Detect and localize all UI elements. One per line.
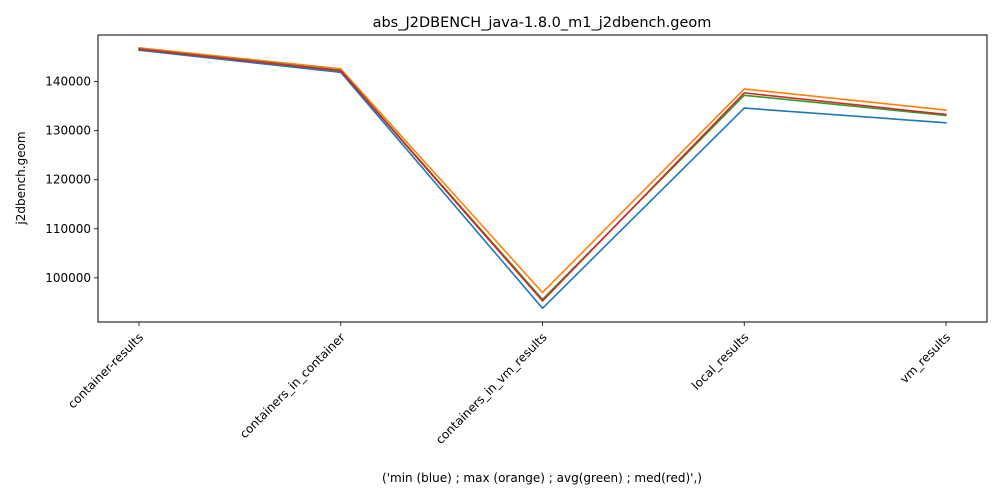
data-point-med-1 <box>339 70 342 72</box>
data-point-med-3 <box>743 92 746 94</box>
y-tick-label: 120000 <box>45 173 91 187</box>
data-point-med-2 <box>541 300 544 302</box>
y-tick-label: 130000 <box>45 124 91 138</box>
plot-area <box>98 35 987 322</box>
x-tick-label: vm_results <box>897 330 953 386</box>
series-layer <box>138 46 947 310</box>
data-point-max-2 <box>541 291 544 294</box>
data-point-min-3 <box>743 107 746 109</box>
x-axis-ticks: container-results containers_in_container… <box>65 322 953 447</box>
y-tick-label: 100000 <box>45 271 91 285</box>
data-point-med-0 <box>138 48 140 51</box>
chart-title: abs_J2DBENCH_java-1.8.0_m1_j2dbench.geom <box>373 15 712 31</box>
y-tick-label: 140000 <box>45 75 91 89</box>
data-point-avg-3 <box>743 94 746 97</box>
y-axis-ticks: 100000 110000 120000 130000 140000 <box>45 75 98 285</box>
data-point-max-1 <box>339 68 342 70</box>
data-point-min-2 <box>541 307 544 310</box>
x-tick-label: container-results <box>65 330 146 411</box>
x-tick-label: containers_in_vm_results <box>433 330 550 447</box>
y-tick-label: 110000 <box>45 222 91 236</box>
x-tick-label: containers_in_container <box>237 330 348 441</box>
x-tick-label: local_results <box>689 330 751 392</box>
data-point-min-4 <box>945 122 947 124</box>
data-point-max-4 <box>945 109 947 111</box>
x-axis-label: ('min (blue) ; max (orange) ; avg(green)… <box>382 471 702 485</box>
plot-frame <box>97 34 988 323</box>
data-point-max-3 <box>743 88 746 90</box>
y-axis-label: j2dbench.geom <box>14 131 28 225</box>
data-point-med-4 <box>945 113 947 116</box>
